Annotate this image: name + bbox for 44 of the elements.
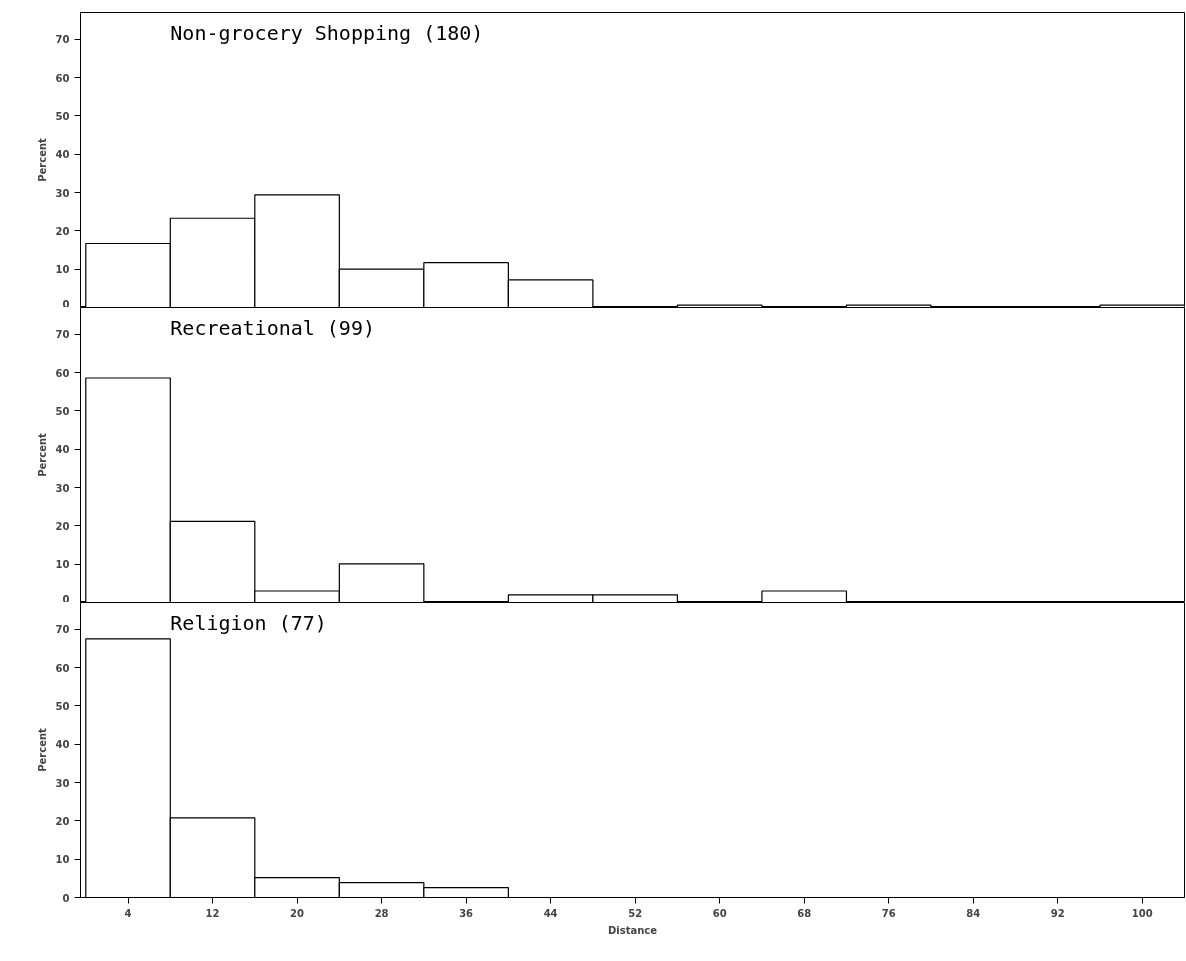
y-tick-label: 70 [55, 34, 70, 46]
y-axis-title: Percent [36, 137, 48, 182]
y-tick-label: 30 [55, 482, 70, 494]
x-tick-label: 12 [205, 907, 220, 919]
y-tick-label: 50 [55, 405, 70, 417]
text: Religion (77) [170, 610, 327, 635]
y-tick-label: 70 [55, 329, 70, 341]
x-tick-label: 100 [1131, 907, 1153, 919]
text: Recreational (99) [170, 315, 375, 340]
x-tick-label: 52 [628, 907, 643, 919]
x-tick-label: 4 [124, 907, 132, 919]
y-tick-label: 10 [55, 854, 70, 866]
y-tick-label: 0 [62, 593, 70, 605]
y-tick-label: 10 [55, 559, 70, 571]
x-tick-label: 76 [881, 907, 896, 919]
x-tick-label: 28 [374, 907, 389, 919]
y-tick-label: 0 [62, 892, 70, 904]
y-tick-label: 60 [55, 72, 70, 84]
x-tick-label: 20 [290, 907, 305, 919]
text: Non-grocery Shopping (180) [170, 20, 484, 45]
x-tick-label: 60 [712, 907, 727, 919]
y-tick-label: 20 [55, 225, 70, 237]
y-tick-label: 20 [55, 520, 70, 532]
y-tick-label: 70 [55, 624, 70, 636]
y-tick-label: 30 [55, 777, 70, 789]
x-tick-label: 68 [797, 907, 812, 919]
x-tick-label: 84 [966, 907, 981, 919]
y-axis-title: Percent [36, 727, 48, 772]
y-tick-label: 60 [55, 662, 70, 674]
y-tick-label: 60 [55, 367, 70, 379]
y-axis-title: Percent [36, 432, 48, 477]
y-tick-label: 40 [55, 739, 70, 751]
y-tick-label: 40 [55, 149, 70, 161]
y-tick-label: 50 [55, 110, 70, 122]
y-tick-label: 30 [55, 187, 70, 199]
y-tick-label: 50 [55, 700, 70, 712]
x-axis-title: Distance [607, 924, 658, 936]
y-tick-label: 10 [55, 264, 70, 276]
x-tick-label: 36 [459, 907, 474, 919]
y-tick-label: 40 [55, 444, 70, 456]
x-tick-label: 92 [1050, 907, 1065, 919]
y-tick-label: 20 [55, 815, 70, 827]
x-tick-label: 44 [543, 907, 558, 919]
y-tick-label: 0 [62, 298, 70, 310]
